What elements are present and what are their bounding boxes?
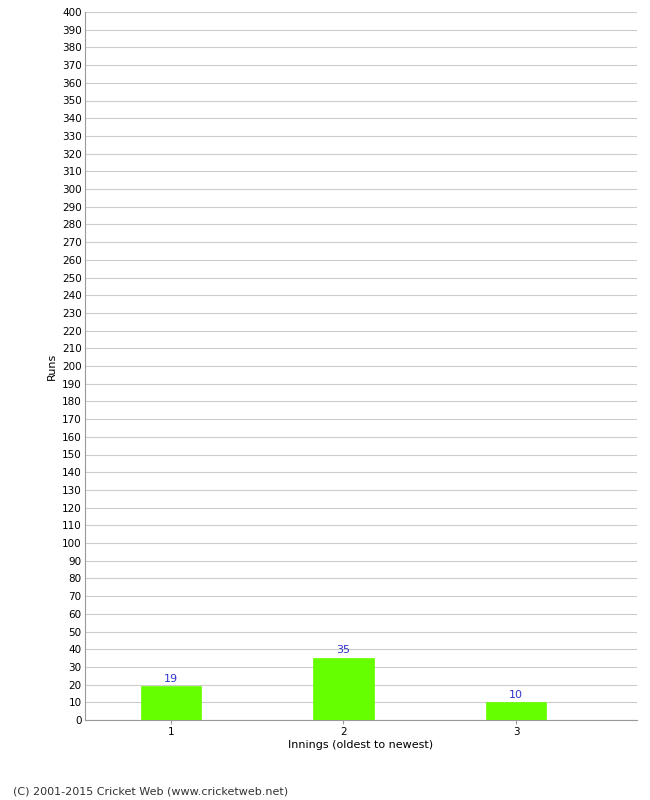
Text: 10: 10 <box>509 690 523 700</box>
Text: 19: 19 <box>164 674 178 684</box>
Text: (C) 2001-2015 Cricket Web (www.cricketweb.net): (C) 2001-2015 Cricket Web (www.cricketwe… <box>13 786 288 796</box>
Bar <box>313 658 374 720</box>
X-axis label: Innings (oldest to newest): Innings (oldest to newest) <box>288 740 434 750</box>
Y-axis label: Runs: Runs <box>46 352 57 380</box>
Text: 35: 35 <box>337 646 350 655</box>
Bar <box>140 686 201 720</box>
Bar <box>486 702 547 720</box>
